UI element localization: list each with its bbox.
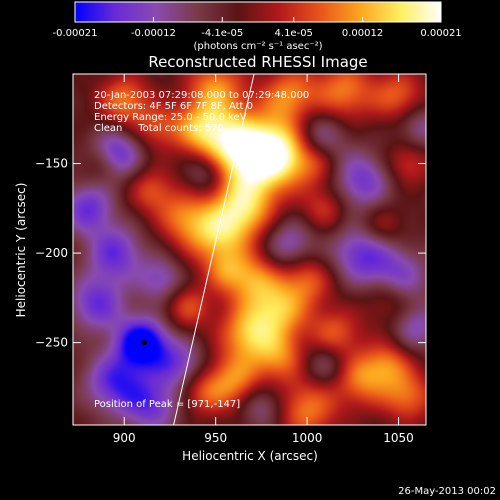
y-tick-label: −250 (35, 336, 68, 350)
info-line-energy: Energy Range: 25.0 - 50.0 keV (94, 112, 247, 123)
x-axis-label: Heliocentric X (arcsec) (182, 449, 318, 463)
colorbar-tick-label: 0.00012 (342, 28, 383, 39)
axis-ticks: 900 950 1000 1050 −150 −200 −250 (35, 74, 426, 445)
colorbar-ticks: -0.00021 -0.00012 -4.1e-05 4.1e-05 0.00012 0.… (53, 17, 462, 39)
y-tick-label: −200 (35, 246, 68, 260)
plot-area: 900 950 1000 1050 −150 −200 −250 (35, 73, 427, 445)
colorbar-tick-label: -4.1e-05 (201, 28, 243, 39)
marked-point (141, 340, 147, 346)
colorbar-tick-label: -0.00021 (53, 28, 98, 39)
colorbar-tick-label: 0.00021 (420, 28, 461, 39)
x-tick-label: 1000 (292, 431, 323, 445)
info-line-time: 20-Jan-2003 07:29:08.000 to 07:29:48.000 (94, 90, 309, 101)
x-tick-label: 950 (204, 431, 227, 445)
observation-info: 20-Jan-2003 07:29:08.000 to 07:29:48.000… (94, 90, 309, 134)
footer-timestamp: 26-May-2013 00:02 (398, 486, 496, 497)
colorbar-unit-label: (photons cm⁻² s⁻¹ asec⁻²) (193, 41, 322, 52)
info-line-detectors: Detectors: 4F 5F 6F 7F 8F, Att 0 (94, 101, 253, 112)
colorbar-tick-label: 4.1e-05 (275, 28, 313, 39)
plot-frame (72, 73, 427, 426)
x-tick-label: 1050 (383, 431, 414, 445)
info-line-clean: Clean Total counts: 570. (94, 123, 227, 134)
solar-limb-line (173, 74, 255, 425)
colorbar-strip (74, 1, 442, 23)
y-axis-label: Heliocentric Y (arcsec) (14, 183, 28, 318)
x-tick-label: 900 (113, 431, 136, 445)
colorbar-tick-label: -0.00012 (131, 28, 176, 39)
chart-title: Reconstructed RHESSI Image (148, 53, 367, 71)
heatmap (73, 74, 426, 425)
peak-position-label: Position of Peak = [971,-147] (94, 399, 240, 410)
colorbar: -0.00021 -0.00012 -4.1e-05 4.1e-05 0.00012 0.… (53, 1, 462, 52)
y-tick-label: −150 (35, 157, 68, 171)
